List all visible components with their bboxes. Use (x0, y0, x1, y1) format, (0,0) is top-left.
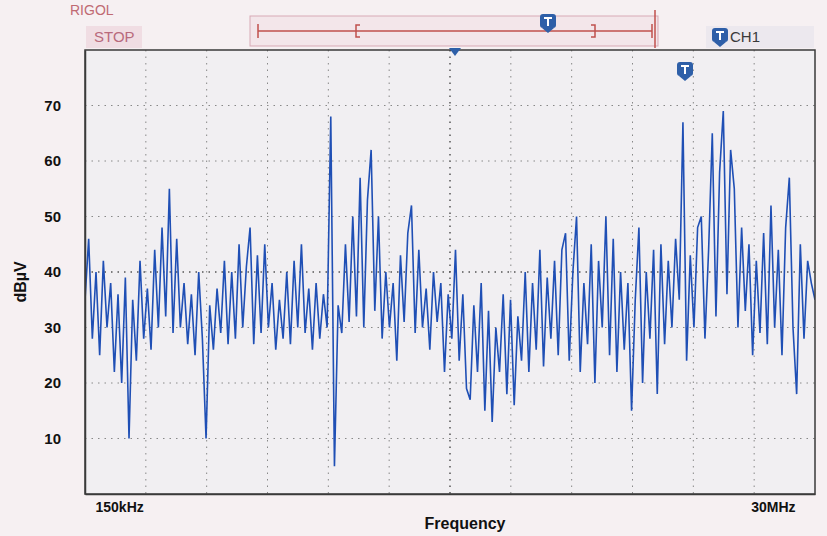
plot-frame (85, 50, 815, 494)
x-axis: 150kHz 30MHz (86, 494, 816, 515)
memory-marker (654, 10, 656, 48)
grid-line (85, 438, 815, 439)
y-tick: 10 (44, 430, 85, 447)
chart-container: 10 20 30 40 50 60 70 150kHz 30MHz Frequency dBµV RI… (0, 0, 827, 536)
screen-label: CH1 (730, 28, 760, 45)
y-tick-label: 30 (44, 319, 61, 336)
trigger-icon (677, 62, 693, 76)
status-box (86, 26, 142, 48)
trigger-icon-glyph (544, 18, 552, 26)
trigger-icon-point (679, 76, 691, 81)
center-marker (449, 48, 461, 56)
chart-svg: 10 20 30 40 50 60 70 150kHz 30MHz Frequency dBµV RI… (0, 0, 827, 536)
y-tick: 30 (44, 319, 85, 336)
background (0, 0, 827, 536)
x-tick: 150kHz (86, 494, 144, 515)
division-line (510, 50, 511, 494)
grid-line (85, 161, 815, 162)
grid (85, 106, 815, 439)
grid-line (85, 271, 815, 273)
trigger-icon-point (714, 42, 726, 47)
x-axis-line (86, 494, 816, 496)
y-tick-label: 70 (44, 97, 61, 114)
screen-label: RIGOL (70, 2, 114, 18)
x-tick: 30MHz (751, 494, 815, 515)
plot-area (85, 50, 815, 494)
y-tick: 60 (44, 152, 85, 169)
grid-line (85, 216, 815, 217)
memory-bar (258, 30, 652, 32)
trigger-icon-point (542, 28, 554, 33)
y-tick: 70 (44, 97, 85, 114)
y-tick-label: 10 (44, 430, 61, 447)
trigger-icon-glyph (681, 66, 689, 74)
x-axis-title: Frequency (425, 515, 506, 532)
marks (85, 111, 815, 466)
channel-box (706, 26, 814, 48)
y-tick-label: 20 (44, 374, 61, 391)
grid-line (85, 383, 815, 384)
memory-box (250, 16, 658, 46)
x-tick-label: 30MHz (751, 499, 795, 515)
grid-line (85, 105, 815, 106)
memory-bar-end (257, 24, 259, 38)
y-axis: 10 20 30 40 50 60 70 (44, 51, 85, 495)
division-line (571, 50, 572, 494)
y-tick-label: 50 (44, 208, 61, 225)
spectrum-trace (85, 111, 815, 466)
memory-bar-end (651, 24, 653, 38)
division-line (693, 50, 694, 494)
y-axis-title: dBµV (12, 261, 29, 303)
scope-header: RIGOL STOP CH1 (70, 2, 814, 81)
trigger-icon (540, 14, 556, 28)
trigger-icon (712, 28, 728, 42)
x-tick-label: 150kHz (96, 499, 144, 515)
y-tick-label: 40 (44, 263, 61, 280)
screen-label: STOP (94, 28, 135, 45)
view-bracket (591, 25, 595, 37)
y-tick: 20 (44, 374, 85, 391)
view-bracket (356, 25, 360, 37)
y-axis-line (85, 51, 87, 495)
division-line (145, 50, 146, 494)
y-tick: 40 (44, 263, 85, 280)
y-tick: 50 (44, 208, 85, 225)
division-line (389, 50, 390, 494)
trigger-icon-glyph (716, 32, 724, 40)
y-tick-label: 60 (44, 152, 61, 169)
